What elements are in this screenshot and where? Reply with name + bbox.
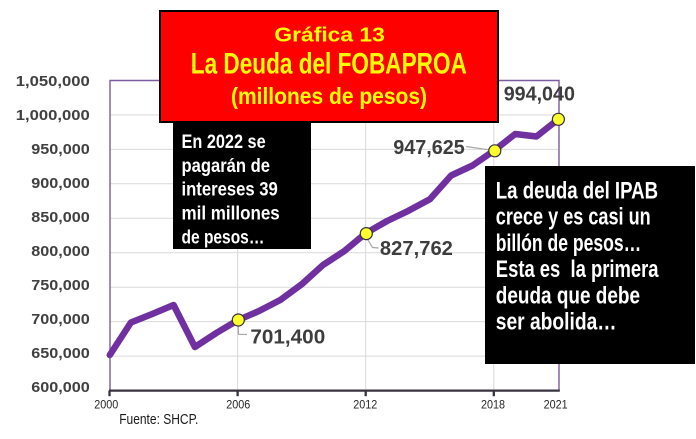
svg-text:mil millones: mil millones (182, 203, 280, 224)
svg-text:2006: 2006 (226, 399, 250, 412)
svg-text:650,000: 650,000 (31, 345, 90, 361)
svg-text:600,000: 600,000 (31, 379, 90, 395)
svg-text:La Deuda del FOBAPROA: La Deuda del FOBAPROA (191, 46, 467, 80)
svg-text:850,000: 850,000 (31, 209, 90, 225)
svg-text:800,000: 800,000 (31, 243, 90, 259)
svg-text:2021: 2021 (544, 399, 568, 412)
svg-text:827,762: 827,762 (380, 238, 453, 260)
svg-text:994,040: 994,040 (504, 83, 575, 105)
svg-text:(millones de pesos): (millones de pesos) (231, 83, 427, 109)
svg-text:700,000: 700,000 (31, 311, 90, 327)
svg-text:En 2022 se: En 2022 se (182, 131, 266, 152)
svg-text:Esta es la primera: Esta es la primera (496, 256, 660, 283)
svg-text:2012: 2012 (353, 399, 377, 412)
svg-text:2000: 2000 (94, 399, 118, 412)
svg-text:La deuda del IPAB: La deuda del IPAB (496, 177, 658, 204)
svg-text:2018: 2018 (481, 399, 505, 412)
svg-text:deuda que debe: deuda que debe (496, 281, 640, 309)
svg-text:pagarán de: pagarán de (182, 155, 271, 176)
svg-text:947,625: 947,625 (393, 137, 465, 159)
svg-text:Gráfica 13: Gráfica 13 (274, 24, 384, 46)
svg-text:de pesos…: de pesos… (182, 226, 265, 248)
svg-text:crece y es casi un: crece y es casi un (496, 203, 651, 230)
svg-text:ser abolida…: ser abolida… (496, 307, 617, 335)
svg-text:1,050,000: 1,050,000 (16, 73, 90, 89)
svg-text:750,000: 750,000 (31, 277, 90, 293)
svg-text:701,400: 701,400 (250, 327, 325, 349)
svg-text:Fuente: SHCP.: Fuente: SHCP. (119, 411, 198, 427)
svg-text:1,000,000: 1,000,000 (16, 107, 90, 123)
svg-text:intereses 39: intereses 39 (182, 179, 278, 200)
svg-text:billón de pesos…: billón de pesos… (496, 230, 641, 256)
svg-text:900,000: 900,000 (31, 175, 90, 191)
svg-text:950,000: 950,000 (31, 141, 90, 157)
